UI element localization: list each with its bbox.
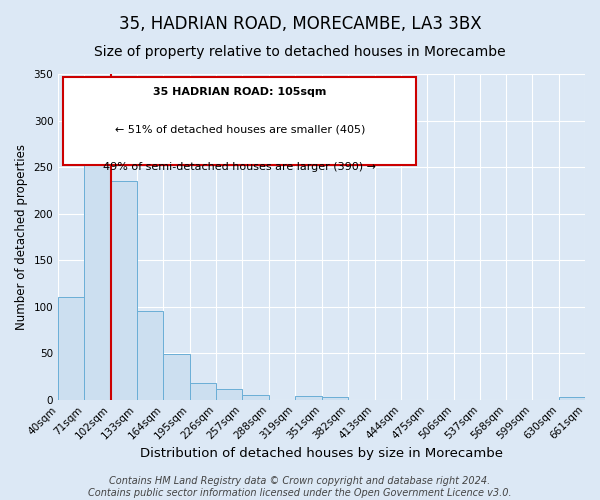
Bar [242,395,269,400]
Text: ← 51% of detached houses are smaller (405): ← 51% of detached houses are smaller (40… [115,124,365,134]
FancyBboxPatch shape [64,78,416,165]
Text: Size of property relative to detached houses in Morecambe: Size of property relative to detached ho… [94,45,506,59]
Bar [216,390,242,400]
Bar [559,397,585,400]
Bar [58,298,85,400]
Bar [85,139,111,400]
Text: 35, HADRIAN ROAD, MORECAMBE, LA3 3BX: 35, HADRIAN ROAD, MORECAMBE, LA3 3BX [119,15,481,33]
X-axis label: Distribution of detached houses by size in Morecambe: Distribution of detached houses by size … [140,447,503,460]
Bar [295,396,322,400]
Bar [137,312,163,400]
Y-axis label: Number of detached properties: Number of detached properties [15,144,28,330]
Bar [322,397,349,400]
Text: 35 HADRIAN ROAD: 105sqm: 35 HADRIAN ROAD: 105sqm [153,87,326,97]
Bar [111,181,137,400]
Bar [190,383,216,400]
Text: Contains HM Land Registry data © Crown copyright and database right 2024.
Contai: Contains HM Land Registry data © Crown c… [88,476,512,498]
Text: 49% of semi-detached houses are larger (390) →: 49% of semi-detached houses are larger (… [103,162,376,172]
Bar [163,354,190,400]
